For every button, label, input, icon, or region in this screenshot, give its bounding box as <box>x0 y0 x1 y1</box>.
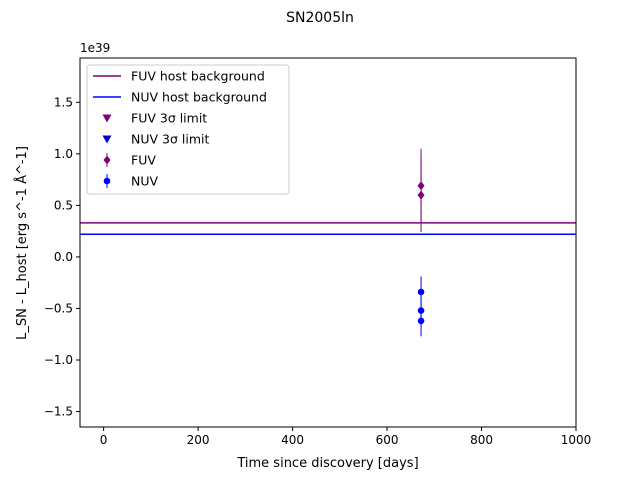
x-tick-label-3: 600 <box>376 433 399 447</box>
point-FUV-1 <box>417 190 425 200</box>
x-tick-label-1: 200 <box>187 433 210 447</box>
legend-swatch-3 <box>102 135 112 144</box>
legend-label-1: NUV host background <box>131 90 267 105</box>
plot-marks <box>80 148 576 337</box>
y-tick-label-0: −1.5 <box>44 405 73 419</box>
chart-title: SN2005ln <box>286 10 354 26</box>
point-FUV-0 <box>417 181 425 191</box>
y-tick-label-5: 1.0 <box>54 147 73 161</box>
legend-swatch-5 <box>103 177 111 185</box>
legend-label-3: NUV 3σ limit <box>131 132 209 147</box>
y-tick-label-4: 0.5 <box>54 198 73 212</box>
legend-label-4: FUV <box>131 153 156 168</box>
legend-label-2: FUV 3σ limit <box>131 111 207 126</box>
y-tick-label-1: −1.0 <box>44 353 73 367</box>
point-NUV-0 <box>417 288 425 296</box>
y-tick-label-6: 1.5 <box>54 95 73 109</box>
legend-label-0: FUV host background <box>131 69 265 84</box>
x-tick-label-5: 1000 <box>561 433 592 447</box>
point-NUV-1 <box>417 307 425 314</box>
plot-frame <box>79 57 577 428</box>
legend-box <box>86 64 290 195</box>
axis-ticks: 0 200 400 600 800 1000 −1.5 −1.0 −0.5 0.0 0.5 1.0 1.… <box>44 95 591 447</box>
x-tick-label-4: 800 <box>470 433 493 447</box>
legend: FUV host background NUV host background FU… <box>86 64 290 195</box>
y-scale-label: 1e39 <box>80 41 110 55</box>
point-NUV-2 <box>417 317 425 325</box>
y-tick-label-3: 0.0 <box>54 250 73 264</box>
y-tick-label-2: −0.5 <box>44 301 73 315</box>
legend-swatch-2 <box>102 114 112 123</box>
x-tick-label-0: 0 <box>100 433 108 447</box>
x-axis-label: Time since discovery [days] <box>236 456 418 471</box>
y-axis-label: L_SN - L_host [erg s^-1 Å^-1] <box>14 146 30 340</box>
legend-swatch-4 <box>103 155 111 165</box>
x-tick-label-2: 400 <box>281 433 304 447</box>
legend-label-5: NUV <box>131 174 158 189</box>
